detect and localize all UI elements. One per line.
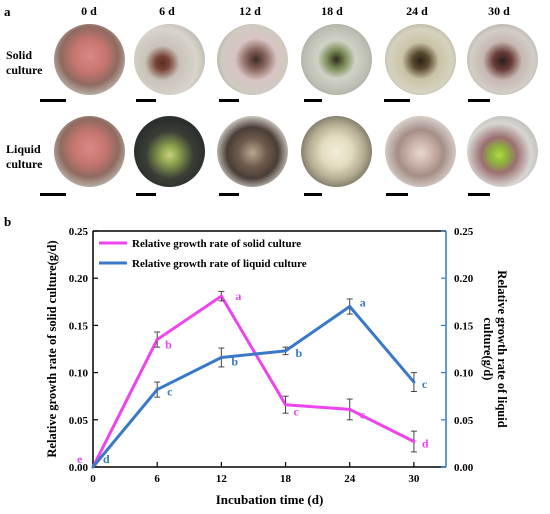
data-point xyxy=(412,380,416,384)
y-axis-title-right-line1: Relative growth rate of liquid xyxy=(495,270,509,427)
significance-letter: e xyxy=(77,452,83,466)
x-tick-label: 0 xyxy=(90,473,96,485)
y-tick-label-left: 0.20 xyxy=(69,273,89,285)
significance-letter: b xyxy=(296,346,303,360)
panel-a-label: a xyxy=(4,4,11,19)
x-axis-title: Incubation time (d) xyxy=(216,492,324,507)
photo-solid-0d xyxy=(54,24,125,95)
data-point xyxy=(219,355,223,359)
scalebar xyxy=(40,99,66,102)
time-label-30: 30 d xyxy=(488,4,510,18)
photo-solid-18d xyxy=(301,24,372,95)
y-tick-label-right: 0.05 xyxy=(454,415,474,427)
y-tick-label-left: 0.10 xyxy=(69,368,89,380)
photo-liquid-24d xyxy=(385,116,456,187)
legend-label: Relative growth rate of solid culture xyxy=(132,238,301,250)
significance-letter: d xyxy=(422,437,429,451)
y-tick-label-left: 0.25 xyxy=(69,226,89,238)
scalebar xyxy=(304,99,322,102)
data-point xyxy=(348,305,352,309)
significance-letter: c xyxy=(167,385,173,399)
x-tick-label: 18 xyxy=(280,473,292,485)
significance-letter: b xyxy=(165,338,172,352)
significance-letter: a xyxy=(360,296,366,310)
x-tick-label: 6 xyxy=(154,473,160,485)
time-label-18: 18 d xyxy=(321,4,343,18)
data-point xyxy=(219,294,223,298)
legend-label: Relative growth rate of liquid culture xyxy=(132,258,307,270)
data-point xyxy=(91,465,95,469)
row-label-solid: Solid culture xyxy=(6,48,42,78)
photo-liquid-30d xyxy=(467,116,538,187)
row-label-solid-line1: Solid xyxy=(6,48,33,62)
significance-letter: c xyxy=(294,405,300,419)
data-point xyxy=(284,349,288,353)
panel-b-label: b xyxy=(4,214,12,229)
x-tick-label: 24 xyxy=(344,473,356,485)
scalebar xyxy=(304,193,322,196)
scalebar xyxy=(468,99,490,102)
y-tick-label-right: 0.20 xyxy=(454,273,474,285)
y-tick-label-left: 0.15 xyxy=(69,320,89,332)
y-tick-label-right: 0.15 xyxy=(454,320,474,332)
data-point xyxy=(348,407,352,411)
x-tick-label: 12 xyxy=(216,473,228,485)
photo-liquid-18d xyxy=(301,116,372,187)
data-point xyxy=(155,338,159,342)
significance-letter: d xyxy=(103,452,110,466)
data-point xyxy=(412,440,416,444)
photo-solid-24d xyxy=(385,24,456,95)
scalebar xyxy=(136,193,156,196)
significance-letter: c xyxy=(422,377,428,391)
significance-letter: a xyxy=(235,289,241,303)
scalebar xyxy=(40,193,66,196)
row-label-liquid-line1: Liquid xyxy=(6,142,41,156)
x-tick-label: 30 xyxy=(408,473,420,485)
time-label-12: 12 d xyxy=(239,4,261,18)
photo-liquid-0d xyxy=(54,116,125,187)
scalebar xyxy=(386,193,408,196)
photo-liquid-6d xyxy=(134,116,205,187)
significance-letter: c xyxy=(360,407,366,421)
scalebar xyxy=(136,99,156,102)
y-tick-label-right: 0.00 xyxy=(454,462,474,474)
data-point xyxy=(284,403,288,407)
series-line-liquid xyxy=(91,305,416,468)
time-label-0: 0 d xyxy=(81,4,97,18)
y-tick-label-left: 0.05 xyxy=(69,415,89,427)
y-axis-title-left: Relative growth rate of solid culture(g/… xyxy=(45,240,59,457)
y-tick-label-right: 0.10 xyxy=(454,368,474,380)
photo-solid-12d xyxy=(217,24,288,95)
series-line-solid xyxy=(91,294,415,468)
significance-letter: b xyxy=(231,354,238,368)
scalebar xyxy=(384,99,410,102)
photo-solid-30d xyxy=(467,24,538,95)
scalebar xyxy=(219,193,239,196)
row-label-solid-line2: culture xyxy=(6,63,43,77)
photo-liquid-12d xyxy=(217,116,288,187)
scalebar xyxy=(468,193,490,196)
y-tick-label-left: 0.00 xyxy=(69,462,89,474)
row-label-liquid-line2: culture xyxy=(6,157,43,171)
y-tick-label-right: 0.25 xyxy=(454,226,474,238)
y-axis-title-right-line2: culture(g/d) xyxy=(481,318,495,381)
photo-solid-6d xyxy=(134,24,205,95)
time-label-24: 24 d xyxy=(406,4,428,18)
scalebar xyxy=(219,99,239,102)
time-label-6: 6 d xyxy=(159,4,175,18)
data-point xyxy=(155,388,159,392)
row-label-liquid: Liquid culture xyxy=(6,142,42,172)
